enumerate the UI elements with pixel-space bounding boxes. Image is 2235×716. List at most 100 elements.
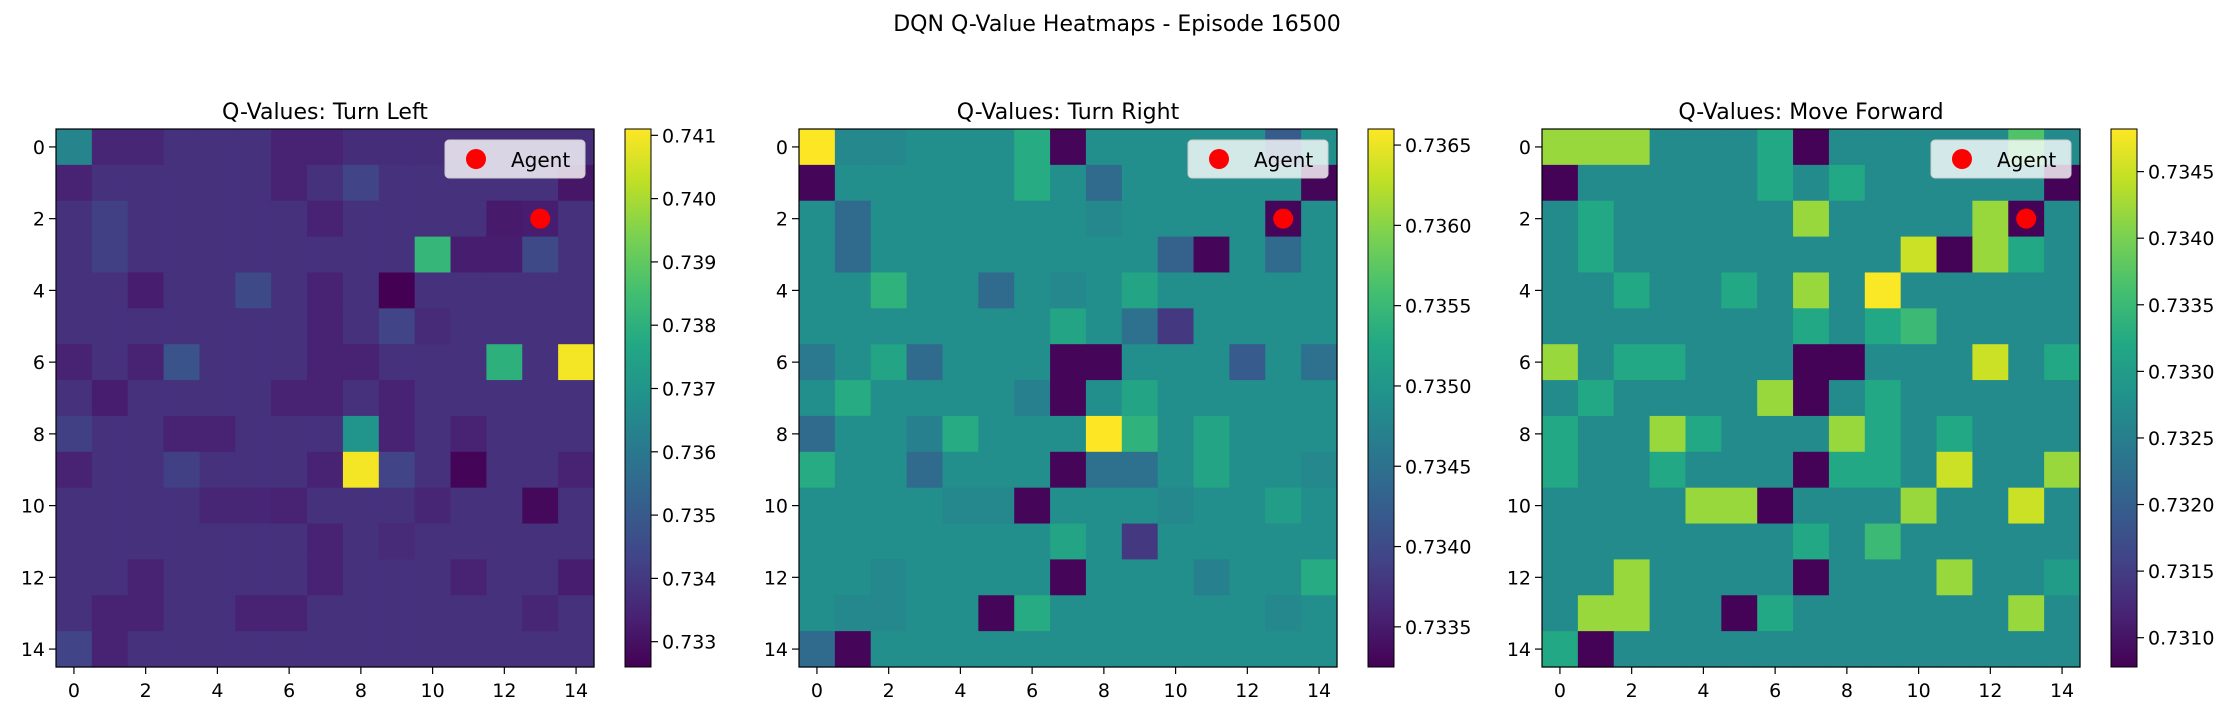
heatmap-cell [1301, 631, 1338, 668]
heatmap-cell [307, 415, 344, 453]
heatmap-cell [307, 200, 344, 238]
heatmap-cell [942, 164, 979, 202]
heatmap-cell [870, 236, 908, 274]
heatmap-cell [870, 415, 908, 453]
heatmap-cell [1301, 200, 1338, 238]
heatmap-cell [1014, 415, 1051, 453]
heatmap-cell [486, 308, 523, 345]
heatmap-cell [1828, 272, 1866, 309]
heatmap-cell [1085, 272, 1123, 309]
heatmap-cell [486, 415, 523, 453]
heatmap-cell [1050, 523, 1087, 560]
colorbar: 0.733 0.734 0.735 0.736 0.737 0.738 0.739 0.740… [624, 125, 716, 668]
heatmap-cell [163, 272, 201, 309]
heatmap-cell [1542, 451, 1579, 489]
y-tick-label: 0 [33, 137, 45, 159]
heatmap-cell [870, 164, 908, 202]
heatmap-cell [522, 595, 559, 632]
heatmap-cell [1542, 487, 1579, 525]
panel-title: Q-Values: Move Forward [1678, 100, 1943, 125]
agent-marker [2016, 208, 2037, 229]
heatmap-cell [1301, 236, 1338, 274]
heatmap-cell [1121, 595, 1159, 632]
heatmap-cell [1014, 451, 1051, 489]
heatmap-cell [1757, 236, 1794, 274]
heatmap-cell [378, 380, 416, 417]
heatmap-cell [271, 308, 308, 345]
heatmap-cell [906, 451, 944, 489]
heatmap-cell [1157, 415, 1195, 453]
heatmap-cell [127, 129, 165, 166]
legend: Agent [444, 139, 586, 179]
heatmap-cell [414, 523, 452, 560]
x-tick-label: 14 [1307, 680, 1331, 702]
heatmap-cell [342, 236, 380, 274]
heatmap-cell [834, 380, 872, 417]
heatmap-cell [486, 344, 523, 381]
heatmap-cell [378, 523, 416, 560]
colorbar-tick-label: 0.7335 [1405, 617, 1471, 639]
y-tick-label: 0 [776, 137, 788, 159]
heatmap-cell [127, 308, 165, 345]
heatmap-cell [906, 523, 944, 560]
heatmap-cell [378, 164, 416, 202]
heatmap-cell [378, 308, 416, 345]
heatmap-cell [1265, 344, 1302, 381]
heatmap-cell [1828, 523, 1866, 560]
heatmap-cell [1229, 595, 1266, 632]
colorbar-tick-label: 0.7330 [2148, 361, 2214, 383]
heatmap-cell [414, 631, 452, 668]
heatmap-cell [1936, 200, 1973, 238]
x-tick-label: 0 [1554, 680, 1566, 702]
x-tick-label: 6 [283, 680, 295, 702]
heatmap-cell [1757, 272, 1794, 309]
heatmap-cell [199, 308, 236, 345]
heatmap-cell [1864, 451, 1902, 489]
heatmap-cell [271, 164, 308, 202]
heatmap-cell [906, 380, 944, 417]
heatmap-cell [1265, 631, 1302, 668]
x-tick-label: 0 [811, 680, 823, 702]
heatmap-cell [2008, 595, 2045, 632]
heatmap-cell [942, 200, 979, 238]
heatmap-cell [1085, 236, 1123, 274]
heatmap-cell [1050, 451, 1087, 489]
heatmap-cell [1193, 523, 1230, 560]
heatmap-cell [235, 308, 272, 345]
heatmap-cell [1577, 559, 1615, 596]
heatmap-cell [1542, 236, 1579, 274]
heatmap-cell [1936, 523, 1973, 560]
heatmap-cell [1085, 415, 1123, 453]
heatmap-cell [1793, 451, 1830, 489]
heatmap-cell [199, 631, 236, 668]
heatmap-cell [235, 164, 272, 202]
heatmap-cell [906, 272, 944, 309]
heatmap-cell [799, 200, 836, 238]
heatmap-cell [978, 415, 1015, 453]
heatmap-cell [1685, 272, 1722, 309]
heatmap-cell [342, 451, 380, 489]
heatmap-cell [342, 380, 380, 417]
heatmap-cell [271, 451, 308, 489]
heatmap-cell [1542, 308, 1579, 345]
heatmap-cell [1685, 487, 1722, 525]
heatmap-cell [1014, 344, 1051, 381]
heatmap-cell [1613, 200, 1651, 238]
heatmap-cell [1014, 308, 1051, 345]
heatmap-cell [127, 487, 165, 525]
y-tick-label: 0 [1519, 137, 1531, 159]
heatmap-cell [1757, 523, 1794, 560]
colorbar-tick-label: 0.735 [662, 505, 716, 527]
heatmap-cell [978, 631, 1015, 668]
heatmap-cell [199, 451, 236, 489]
heatmap-cell [799, 308, 836, 345]
heatmap-cell [1014, 487, 1051, 525]
heatmap-cell [163, 380, 201, 417]
heatmap-cell [2008, 380, 2045, 417]
heatmap-cell [1649, 308, 1687, 345]
heatmap-cell [163, 164, 201, 202]
heatmap-cell [1900, 631, 1938, 668]
heatmap-cell [127, 595, 165, 632]
heatmap-cell [1936, 595, 1973, 632]
legend-box [1930, 139, 2072, 179]
